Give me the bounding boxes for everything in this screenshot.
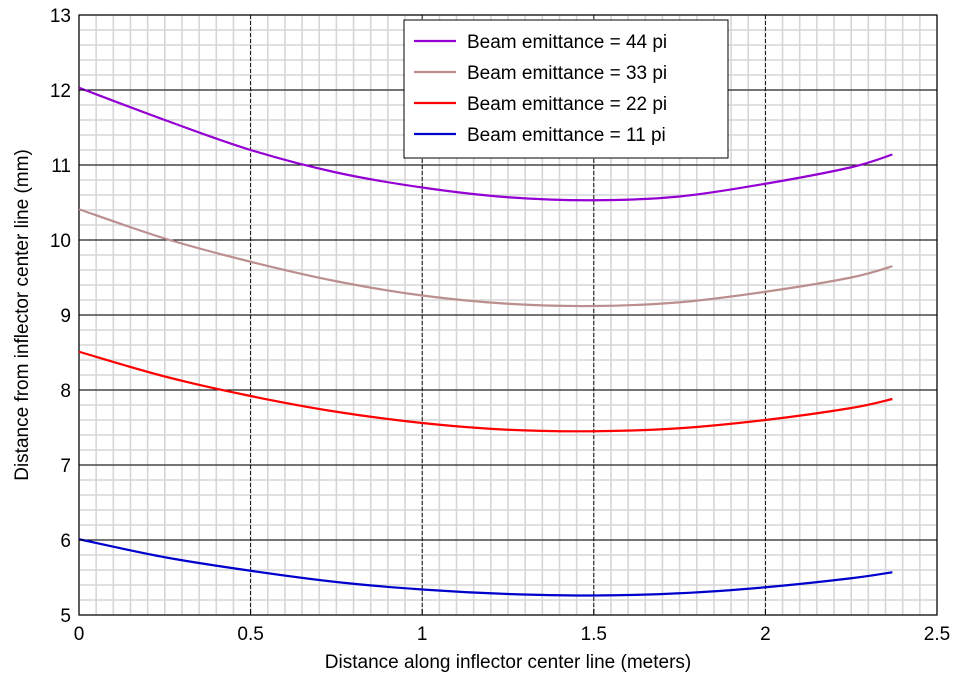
legend: Beam emittance = 44 pi Beam emittance = 3… xyxy=(403,19,729,159)
y-tick-label: 7 xyxy=(60,456,71,477)
y-tick-label: 10 xyxy=(50,231,71,252)
x-tick-label: 1.5 xyxy=(581,624,607,645)
series-group xyxy=(78,86,893,597)
series-line-2 xyxy=(78,208,893,308)
x-axis-ticks: 0 0.5 1 1.5 2 2.5 xyxy=(74,609,950,645)
y-tick-label: 11 xyxy=(51,156,71,177)
y-tick-label: 8 xyxy=(60,381,71,402)
legend-label-1: Beam emittance = 44 pi xyxy=(467,32,667,53)
y-tick-label: 5 xyxy=(60,606,71,627)
y-tick-label: 6 xyxy=(60,531,71,552)
series-line-4 xyxy=(78,538,893,597)
legend-box xyxy=(403,19,729,159)
series-line-3 xyxy=(78,350,893,433)
y-tick-label: 12 xyxy=(50,81,71,102)
legend-label-3: Beam emittance = 22 pi xyxy=(467,94,667,115)
y-tick-label: 13 xyxy=(50,6,71,27)
series-line-1 xyxy=(78,86,893,202)
y-axis-ticks: 5 6 7 8 9 10 11 12 13 xyxy=(50,6,85,627)
x-tick-label: 2.5 xyxy=(924,624,950,645)
y-axis-title: Distance from inflector center line (mm) xyxy=(12,149,33,481)
x-tick-label: 0.5 xyxy=(237,624,263,645)
x-axis-title: Distance along inflector center line (me… xyxy=(325,652,691,673)
legend-label-4: Beam emittance = 11 pi xyxy=(467,125,666,146)
y-tick-label: 9 xyxy=(60,306,71,327)
x-tick-label: 1 xyxy=(417,624,428,645)
legend-label-2: Beam emittance = 33 pi xyxy=(467,63,667,84)
x-tick-label: 2 xyxy=(760,624,771,645)
x-tick-label: 0 xyxy=(74,624,85,645)
